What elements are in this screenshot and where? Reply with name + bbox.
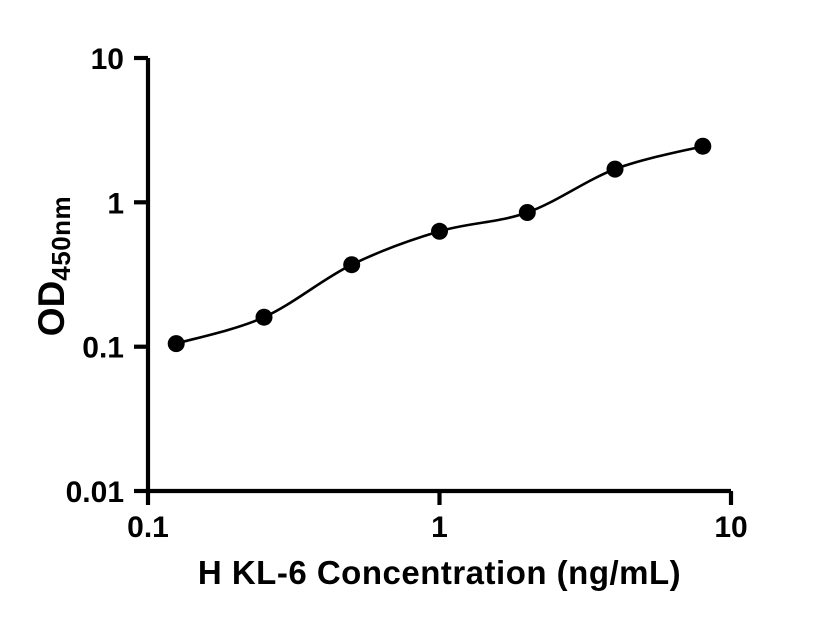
y-tick-label: 0.01 [66, 476, 124, 509]
x-tick-label: 0.1 [127, 511, 169, 544]
y-axis-title: OD 450nm [29, 166, 76, 366]
x-tick-label: 10 [714, 511, 747, 544]
y-tick-label: 1 [107, 187, 124, 220]
y-axis-title-subscript: 450nm [45, 195, 76, 281]
data-point [167, 335, 185, 353]
data-point [343, 256, 361, 274]
data-point [518, 204, 536, 221]
y-axis-title-main: OD [31, 280, 72, 337]
fit-curve [175, 144, 704, 345]
axes-spine [145, 58, 731, 494]
x-tick-label: 1 [431, 511, 448, 544]
data-point [694, 137, 712, 155]
data-point [255, 308, 273, 326]
y-tick-label: 0.1 [82, 332, 124, 365]
data-point [606, 160, 624, 178]
data-point [431, 222, 448, 240]
y-tick-label: 10 [91, 43, 124, 76]
x-axis-title: H KL-6 Concentration (ng/mL) [197, 554, 682, 591]
